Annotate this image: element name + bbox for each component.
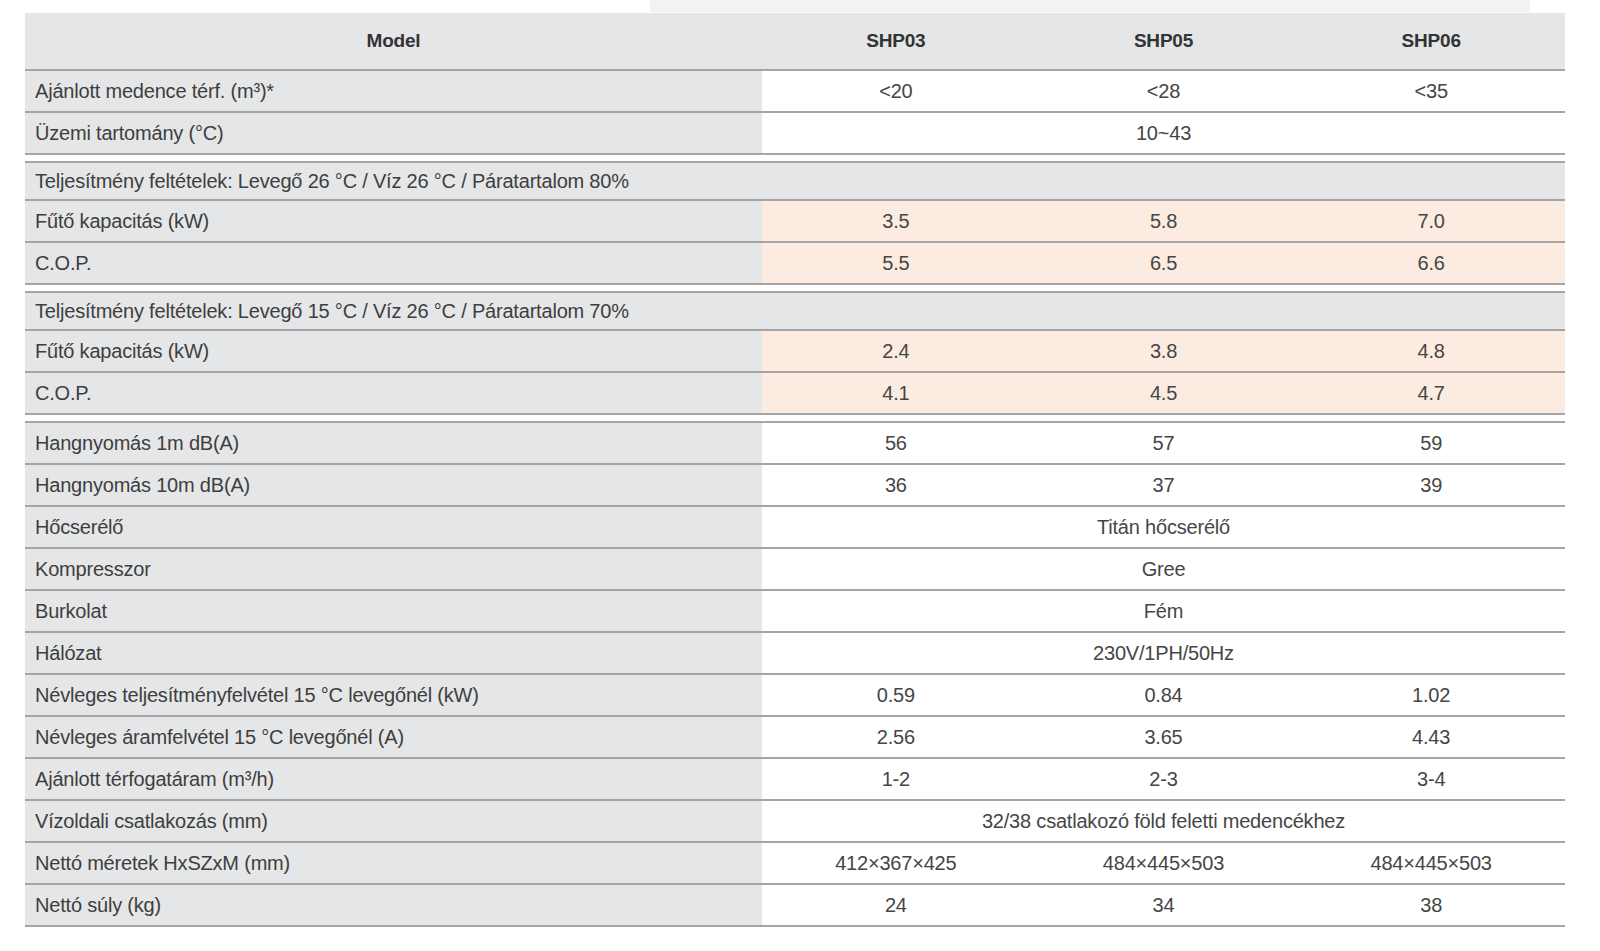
table-row: Nettó súly (kg)243438 — [25, 885, 1565, 927]
table-cell: 484×445×503 — [1030, 843, 1298, 883]
table-cell: 5.5 — [762, 243, 1030, 283]
column-header-model: Model — [25, 13, 762, 69]
table-row: Fűtő kapacitás (kW)2.43.84.8 — [25, 331, 1565, 373]
table-cell: 39 — [1297, 465, 1565, 505]
table-row: Fűtő kapacitás (kW)3.55.87.0 — [25, 201, 1565, 243]
table-row: Ajánlott térfogatáram (m³/h)1-22-33-4 — [25, 759, 1565, 801]
table-row: KompresszorGree — [25, 549, 1565, 591]
row-label: Ajánlott medence térf. (m³)* — [25, 71, 762, 111]
table-cell: 6.5 — [1030, 243, 1298, 283]
row-label: Névleges áramfelvétel 15 °C levegőnél (A… — [25, 717, 762, 757]
table-body: Ajánlott medence térf. (m³)*<20<28<35Üze… — [25, 71, 1565, 927]
table-cell: 56 — [762, 423, 1030, 463]
table-cell: 7.0 — [1297, 201, 1565, 241]
row-label: Ajánlott térfogatáram (m³/h) — [25, 759, 762, 799]
row-label: Névleges teljesítményfelvétel 15 °C leve… — [25, 675, 762, 715]
table-cell: 230V/1PH/50Hz — [762, 633, 1565, 673]
table-cell: 4.5 — [1030, 373, 1298, 413]
table-cell: 6.6 — [1297, 243, 1565, 283]
section-divider — [25, 415, 1565, 423]
row-label: Nettó méretek HxSZxM (mm) — [25, 843, 762, 883]
table-cell: 37 — [1030, 465, 1298, 505]
table-cell: 32/38 csatlakozó föld feletti medencékhe… — [762, 801, 1565, 841]
row-label: Hőcserélő — [25, 507, 762, 547]
table-row: Hálózat230V/1PH/50Hz — [25, 633, 1565, 675]
top-shade-band — [650, 0, 1530, 12]
row-label: Kompresszor — [25, 549, 762, 589]
table-row: Nettó méretek HxSZxM (mm)412×367×425484×… — [25, 843, 1565, 885]
column-header-shp03: SHP03 — [762, 13, 1030, 69]
table-cell: 5.8 — [1030, 201, 1298, 241]
table-row: Ajánlott medence térf. (m³)*<20<28<35 — [25, 71, 1565, 113]
row-label: Burkolat — [25, 591, 762, 631]
row-label: Fűtő kapacitás (kW) — [25, 201, 762, 241]
table-cell: 38 — [1297, 885, 1565, 925]
table-cell: 484×445×503 — [1297, 843, 1565, 883]
table-cell: 4.1 — [762, 373, 1030, 413]
table-header-row: Model SHP03 SHP05 SHP06 — [25, 13, 1565, 71]
table-row: Hangnyomás 1m dB(A)565759 — [25, 423, 1565, 465]
row-label: Hálózat — [25, 633, 762, 673]
table-cell: 59 — [1297, 423, 1565, 463]
table-cell: 0.84 — [1030, 675, 1298, 715]
table-row: Névleges áramfelvétel 15 °C levegőnél (A… — [25, 717, 1565, 759]
table-cell: 34 — [1030, 885, 1298, 925]
table-cell: Titán hőcserélő — [762, 507, 1565, 547]
page: Model SHP03 SHP05 SHP06 Ajánlott medence… — [0, 0, 1600, 951]
table-cell: 3.5 — [762, 201, 1030, 241]
section-header-row: Teljesítmény feltételek: Levegő 26 °C / … — [25, 163, 1565, 201]
table-cell: 3-4 — [1297, 759, 1565, 799]
table-cell: 57 — [1030, 423, 1298, 463]
section-header-row: Teljesítmény feltételek: Levegő 15 °C / … — [25, 293, 1565, 331]
row-label: Nettó súly (kg) — [25, 885, 762, 925]
table-cell: 24 — [762, 885, 1030, 925]
section-header-label: Teljesítmény feltételek: Levegő 26 °C / … — [25, 163, 1565, 199]
table-cell: 2.56 — [762, 717, 1030, 757]
section-divider — [25, 155, 1565, 163]
column-header-shp05: SHP05 — [1030, 13, 1298, 69]
row-label: Üzemi tartomány (°C) — [25, 113, 762, 153]
table-cell: 4.8 — [1297, 331, 1565, 371]
column-header-shp06: SHP06 — [1297, 13, 1565, 69]
row-label: C.O.P. — [25, 373, 762, 413]
row-label: C.O.P. — [25, 243, 762, 283]
table-cell: 4.7 — [1297, 373, 1565, 413]
table-cell: <35 — [1297, 71, 1565, 111]
table-cell: 2.4 — [762, 331, 1030, 371]
row-label: Fűtő kapacitás (kW) — [25, 331, 762, 371]
section-header-label: Teljesítmény feltételek: Levegő 15 °C / … — [25, 293, 1565, 329]
table-cell: <28 — [1030, 71, 1298, 111]
table-row: Névleges teljesítményfelvétel 15 °C leve… — [25, 675, 1565, 717]
table-cell: 3.8 — [1030, 331, 1298, 371]
table-cell: Fém — [762, 591, 1565, 631]
table-row: Üzemi tartomány (°C)10~43 — [25, 113, 1565, 155]
table-row: HőcserélőTitán hőcserélő — [25, 507, 1565, 549]
spec-table: Model SHP03 SHP05 SHP06 Ajánlott medence… — [25, 13, 1565, 927]
table-cell: 4.43 — [1297, 717, 1565, 757]
table-cell: Gree — [762, 549, 1565, 589]
table-row: C.O.P.5.56.56.6 — [25, 243, 1565, 285]
table-row: C.O.P.4.14.54.7 — [25, 373, 1565, 415]
table-cell: 2-3 — [1030, 759, 1298, 799]
table-cell: 412×367×425 — [762, 843, 1030, 883]
table-cell: 0.59 — [762, 675, 1030, 715]
table-cell: 1-2 — [762, 759, 1030, 799]
table-cell: <20 — [762, 71, 1030, 111]
table-row: BurkolatFém — [25, 591, 1565, 633]
table-cell: 3.65 — [1030, 717, 1298, 757]
table-row: Hangnyomás 10m dB(A)363739 — [25, 465, 1565, 507]
table-cell: 36 — [762, 465, 1030, 505]
table-row: Vízoldali csatlakozás (mm)32/38 csatlako… — [25, 801, 1565, 843]
row-label: Hangnyomás 10m dB(A) — [25, 465, 762, 505]
row-label: Hangnyomás 1m dB(A) — [25, 423, 762, 463]
table-cell: 1.02 — [1297, 675, 1565, 715]
row-label: Vízoldali csatlakozás (mm) — [25, 801, 762, 841]
table-cell: 10~43 — [762, 113, 1565, 153]
section-divider — [25, 285, 1565, 293]
